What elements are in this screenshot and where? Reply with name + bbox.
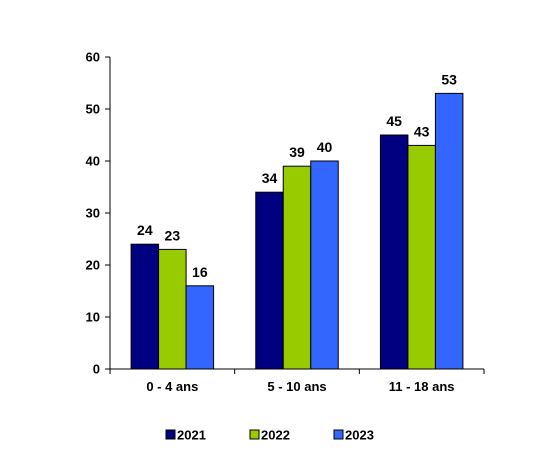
data-label: 40 (317, 139, 333, 155)
data-label: 45 (386, 113, 402, 129)
legend-swatch (249, 429, 260, 440)
data-label: 16 (192, 264, 208, 280)
bar-2022 (407, 144, 436, 370)
x-axis: 0 - 4 ans 5 - 10 ans 11 - 18 ans (109, 368, 485, 394)
legend: 2021 2022 2023 (165, 428, 374, 443)
legend-label: 2022 (261, 428, 290, 443)
bar-2021 (255, 191, 284, 370)
bar-2022 (158, 248, 187, 370)
bars (130, 92, 464, 370)
y-tick-label: 30 (86, 206, 100, 221)
y-tick-label: 20 (86, 258, 100, 273)
data-label: 24 (137, 222, 153, 238)
data-label: 39 (289, 144, 305, 160)
y-axis: 0 10 20 30 40 50 60 (86, 50, 111, 377)
y-tick-label: 40 (86, 154, 100, 169)
data-label: 23 (165, 227, 181, 243)
y-tick-label: 10 (86, 310, 100, 325)
y-tick-label: 60 (86, 50, 100, 65)
bar-2022 (282, 165, 312, 370)
bar-2023 (185, 285, 215, 370)
legend-swatch (333, 429, 344, 440)
data-label: 53 (441, 71, 457, 87)
bar-2021 (130, 243, 160, 370)
bar-2021 (379, 134, 409, 370)
x-tick-label: 11 - 18 ans (389, 379, 455, 394)
data-labels: 24 23 16 34 39 40 45 43 53 (137, 71, 457, 279)
legend-label: 2021 (177, 428, 206, 443)
y-tick-label: 0 (93, 362, 100, 377)
bar-2023 (310, 160, 339, 370)
data-label: 43 (414, 123, 430, 139)
x-tick-label: 0 - 4 ans (146, 379, 198, 394)
legend-swatch (165, 429, 176, 440)
bar-2023 (434, 92, 464, 370)
x-tick-label: 5 - 10 ans (267, 379, 326, 394)
y-tick-label: 50 (86, 102, 100, 117)
legend-label: 2023 (345, 428, 374, 443)
data-label: 34 (262, 170, 278, 186)
